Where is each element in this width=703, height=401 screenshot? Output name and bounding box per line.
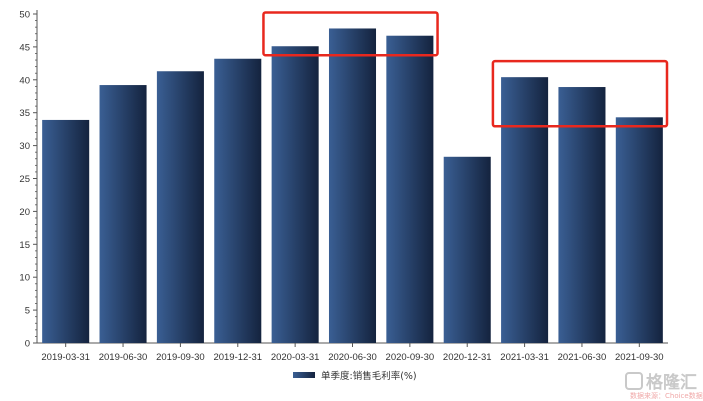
y-tick-label: 5 <box>25 306 30 317</box>
y-axis: 0 5 10 15 20 25 30 35 40 45 50 <box>19 10 38 350</box>
x-tick-label: 2020-03-31 <box>271 352 320 363</box>
bar <box>214 58 262 344</box>
y-tick-label: 15 <box>19 240 30 251</box>
legend-swatch <box>293 372 315 378</box>
bar <box>42 119 90 343</box>
x-tick-label: 2020-09-30 <box>386 352 435 363</box>
x-tick-label: 2019-12-31 <box>213 352 262 363</box>
bar <box>501 77 549 343</box>
logo-subtext: 数据来源：Choice数据 <box>630 391 703 400</box>
bar <box>328 28 377 343</box>
y-tick-label: 50 <box>19 10 30 21</box>
logo-text: 格隆汇 <box>646 372 697 393</box>
y-tick-label: 20 <box>19 207 30 218</box>
highlight-box <box>262 11 439 57</box>
bar-series <box>42 28 663 344</box>
watermark-logo: 格隆汇 数据来源：Choice数据 <box>625 372 703 400</box>
y-tick-label: 45 <box>19 42 30 53</box>
x-tick-label: 2020-12-31 <box>443 352 492 363</box>
x-tick-label: 2021-06-30 <box>558 352 607 363</box>
x-tick-label: 2019-09-30 <box>156 352 205 363</box>
bar <box>156 71 204 343</box>
y-tick-label: 35 <box>19 108 30 119</box>
bar <box>558 87 606 344</box>
logo-icon <box>625 372 643 390</box>
bar <box>271 46 319 343</box>
legend-label: 单季度:销售毛利率(%) <box>321 370 417 382</box>
x-tick-label: 2021-03-31 <box>500 352 549 363</box>
x-axis: 2019-03-31 2019-06-30 2019-09-30 2019-12-31… <box>37 342 668 363</box>
bar <box>386 35 434 344</box>
x-tick-label: 2019-06-30 <box>99 352 148 363</box>
y-tick-label: 25 <box>19 174 30 185</box>
highlight-box <box>491 59 669 128</box>
y-tick-label: 30 <box>19 141 30 152</box>
legend: 单季度:销售毛利率(%) <box>293 370 417 382</box>
x-tick-label: 2021-09-30 <box>615 352 664 363</box>
x-tick-label: 2019-03-31 <box>41 352 90 363</box>
x-tick-label: 2020-06-30 <box>328 352 377 363</box>
bar <box>615 117 663 343</box>
highlight-boxes <box>262 11 669 128</box>
bar <box>99 85 147 344</box>
bar <box>443 156 491 343</box>
y-tick-label: 10 <box>19 273 30 284</box>
y-tick-label: 40 <box>19 75 30 86</box>
y-tick-label: 0 <box>25 339 30 350</box>
